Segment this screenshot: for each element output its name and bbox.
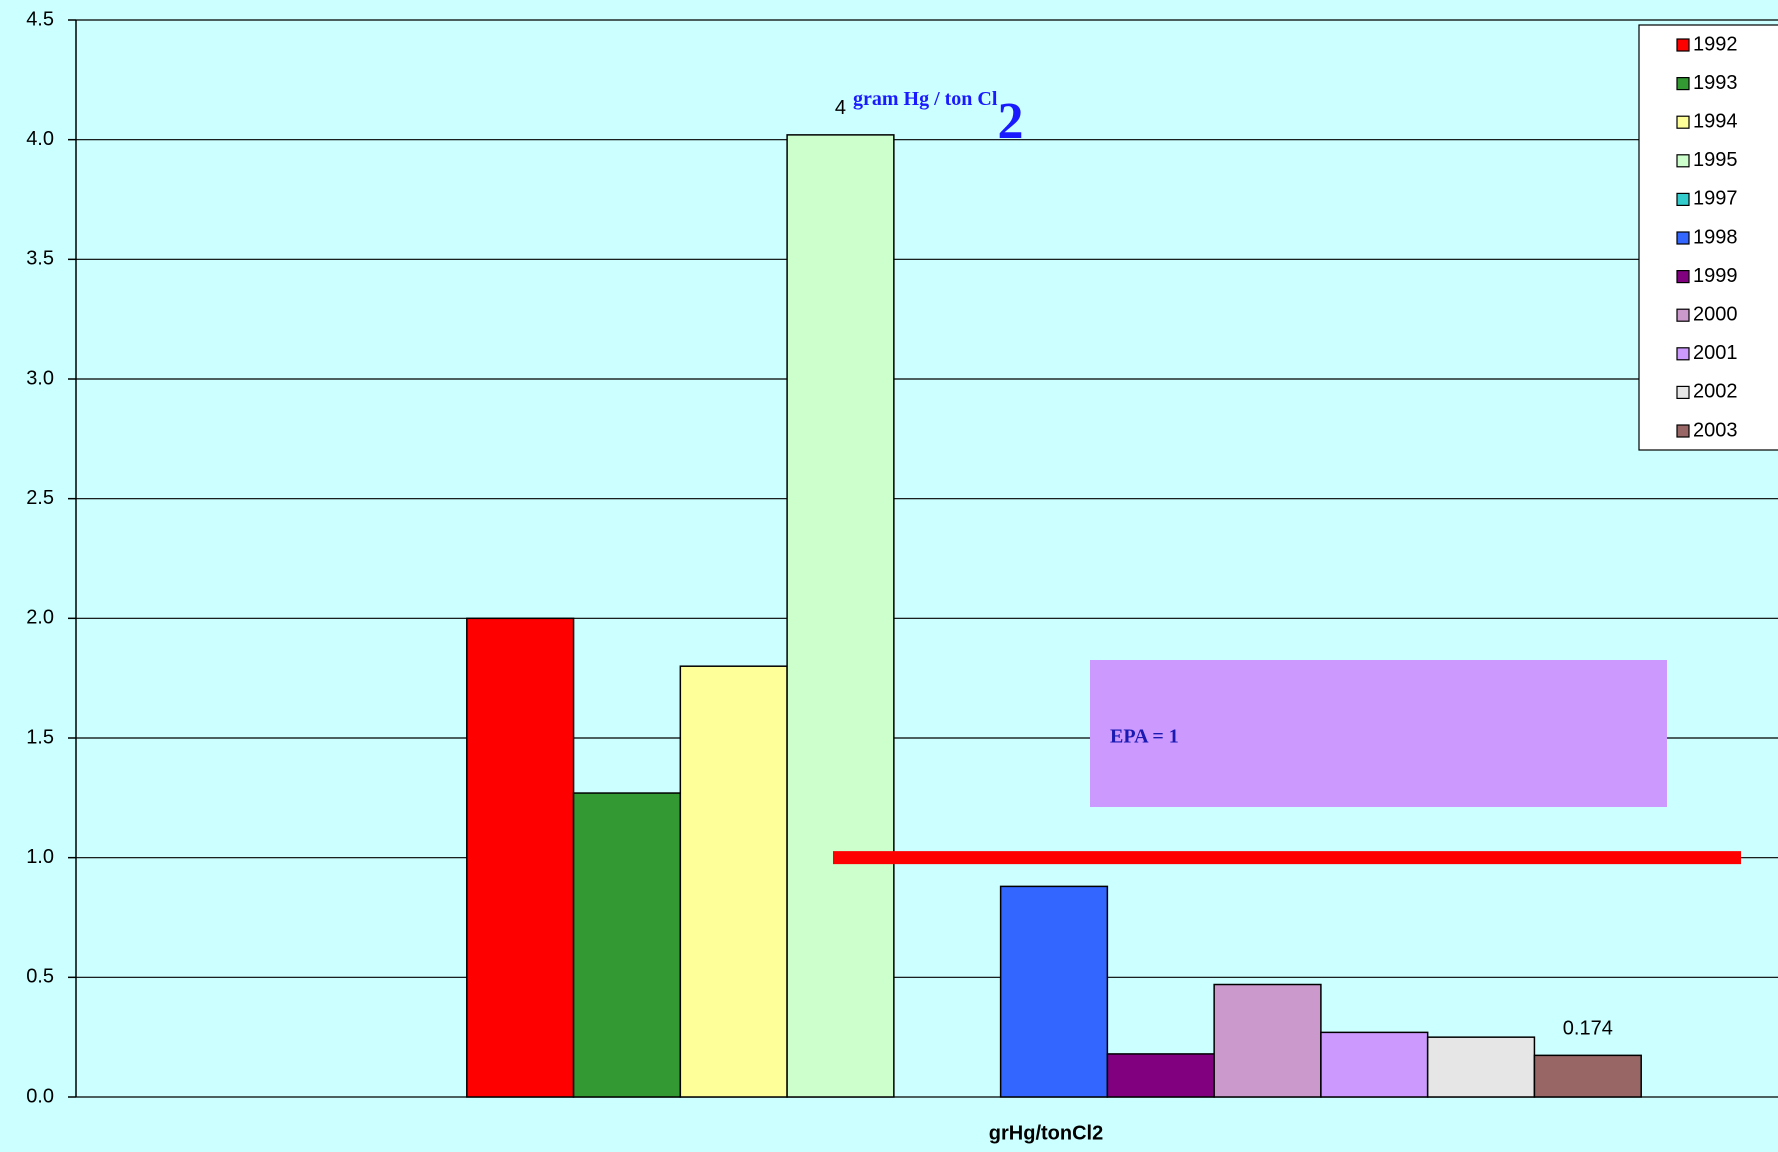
legend-label: 1999 [1693,265,1738,287]
legend-swatch [1676,424,1690,438]
legend-swatch [1676,308,1690,322]
bar [679,665,788,1098]
legend-swatch [1676,385,1690,399]
bar [1106,1053,1215,1098]
y-tick-label: 3.0 [26,367,54,389]
legend-swatch [1676,270,1690,284]
title-text: gram Hg / ton Cl [853,88,998,110]
legend-label: 2001 [1693,342,1738,364]
bar [786,134,895,1098]
legend-label: 1997 [1693,188,1738,210]
legend-label: 1992 [1693,33,1738,55]
y-tick-label: 3.5 [26,248,54,270]
legend-label: 2000 [1693,303,1738,325]
y-tick-label: 0.0 [26,1085,54,1107]
legend-swatch [1676,154,1690,168]
y-tick-label: 4.5 [26,8,54,30]
legend-label: 1994 [1693,110,1738,132]
annotation: EPA = 1 [1110,726,1179,748]
bar [572,792,682,1098]
bar [1320,1031,1429,1098]
legend-swatch [1676,231,1690,245]
legend-box [1638,24,1778,451]
chart-title: gram Hg / ton Cl2 [853,88,1023,150]
legend-label: 1993 [1693,72,1738,94]
bar [1533,1054,1642,1098]
bar [1213,983,1322,1098]
y-tick-label: 1.5 [26,726,54,748]
bar [999,885,1109,1098]
data-label: 0.174 [1563,1018,1613,1040]
bar [1426,1036,1536,1098]
x-axis-label: grHg/tonCl2 [989,1122,1103,1144]
y-tick-label: 0.5 [26,966,54,988]
y-tick-label: 2.0 [26,607,54,629]
legend-swatch [1676,347,1690,361]
legend-label: 2003 [1693,419,1738,441]
title-subscript: 2 [997,93,1023,150]
y-tick-label: 1.0 [26,846,54,868]
bar [466,617,575,1098]
legend-label: 2002 [1693,381,1738,403]
legend-label: 1995 [1693,149,1738,171]
legend-swatch [1676,76,1690,91]
annotation-box [1090,660,1667,807]
legend-swatch [1676,192,1690,206]
y-tick-label: 4.0 [26,128,54,150]
legend-swatch [1676,115,1690,129]
legend-label: 1998 [1693,226,1738,248]
legend-swatch [1676,38,1690,52]
y-tick-label: 2.5 [26,487,54,509]
data-label: 4 [835,97,846,119]
